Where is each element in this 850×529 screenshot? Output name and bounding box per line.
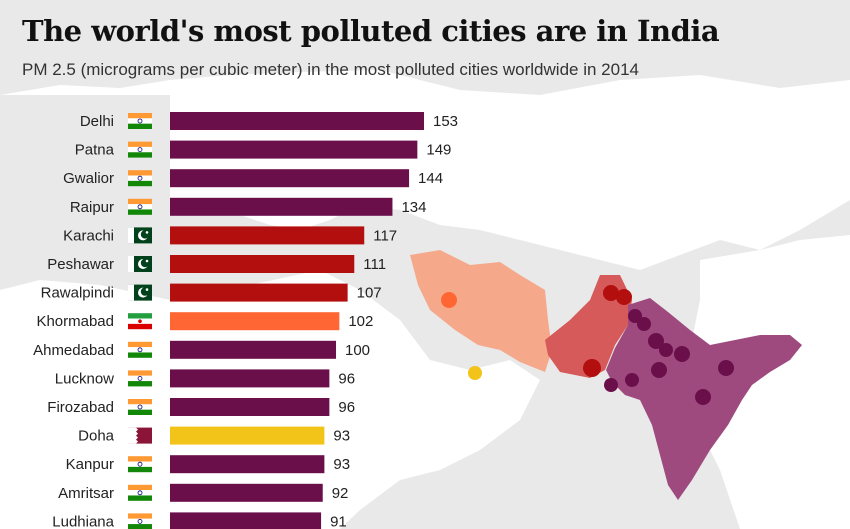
value-label-doha: 93 [333, 428, 350, 445]
category-label-ahmedabad: Ahmedabad [33, 342, 114, 359]
value-label-delhi: 153 [433, 113, 458, 130]
bar-delhi [170, 112, 424, 130]
bar-peshawar [170, 255, 355, 273]
pakistan-flag-icon [128, 284, 152, 301]
india-flag-icon [128, 513, 152, 529]
india-flag-icon [128, 198, 152, 215]
chart-subtitle: PM 2.5 (micrograms per cubic meter) in t… [22, 60, 639, 79]
india-flag-icon [128, 399, 152, 415]
iran-flag-icon [128, 313, 152, 330]
pakistan-flag-icon [128, 227, 152, 244]
pakistan-flag-icon [128, 256, 152, 272]
bar-karachi [170, 226, 365, 245]
map-dot-khormabad [441, 292, 457, 308]
category-label-raipur: Raipur [70, 199, 114, 216]
map-dot-amritsar [628, 309, 642, 323]
value-label-raipur: 134 [401, 199, 426, 216]
bar-patna [170, 140, 418, 159]
value-label-karachi: 117 [373, 227, 397, 244]
bar-rawalpindi [170, 283, 348, 302]
india-flag-icon [128, 141, 152, 158]
value-label-firozabad: 96 [338, 399, 355, 416]
value-label-peshawar: 111 [363, 256, 386, 273]
category-label-rawalpindi: Rawalpindi [41, 285, 114, 302]
value-label-lucknow: 96 [338, 370, 355, 387]
map-dot-karachi [583, 359, 601, 377]
map-dot-gwalior [625, 373, 639, 387]
map-dot-peshawar [603, 285, 619, 301]
bar-firozabad [170, 398, 330, 416]
map-city-dots [441, 285, 734, 405]
category-label-khormabad: Khormabad [36, 313, 114, 330]
value-label-ludhiana: 91 [330, 513, 347, 529]
category-label-gwalior: Gwalior [63, 170, 114, 187]
map-dot-ludhiana [637, 317, 651, 331]
map-dot-lucknow [674, 346, 690, 362]
bar-khormabad [170, 312, 340, 331]
chart-title: The world's most polluted cities are in … [22, 14, 720, 48]
bar-doha [170, 426, 325, 445]
map-dot-kanpur [651, 362, 667, 378]
category-label-ludhiana: Ludhiana [52, 513, 114, 529]
category-label-lucknow: Lucknow [55, 370, 114, 387]
category-label-firozabad: Firozabad [47, 399, 114, 416]
map-dot-doha [468, 366, 482, 380]
value-label-rawalpindi: 107 [357, 285, 382, 302]
india-flag-icon [128, 370, 152, 387]
value-label-ahmedabad: 100 [345, 342, 370, 359]
map-dot-raipur [695, 389, 711, 405]
map-dot-ahmedabad [604, 378, 618, 392]
bar-amritsar [170, 483, 323, 502]
land-asia-east [680, 235, 850, 529]
category-label-kanpur: Kanpur [66, 456, 114, 473]
bar-raipur [170, 197, 393, 216]
map-dot-delhi [648, 333, 664, 349]
value-label-gwalior: 144 [418, 170, 443, 187]
value-label-khormabad: 102 [348, 313, 373, 330]
category-label-amritsar: Amritsar [58, 485, 114, 502]
india-flag-icon [128, 484, 152, 501]
bar-ahmedabad [170, 340, 337, 359]
value-label-kanpur: 93 [333, 456, 350, 473]
bar-gwalior [170, 169, 410, 188]
category-label-karachi: Karachi [63, 227, 114, 244]
india-flag-icon [128, 113, 152, 129]
map-dot-patna [718, 360, 734, 376]
india-flag-icon [128, 456, 152, 473]
value-label-patna: 149 [426, 142, 451, 159]
bar-lucknow [170, 369, 330, 388]
india-flag-icon [128, 170, 152, 187]
bar-ludhiana [170, 512, 322, 529]
category-label-delhi: Delhi [80, 113, 114, 130]
qatar-flag-icon [128, 427, 152, 444]
map-iran [410, 250, 552, 372]
map-dot-rawalpindi [616, 289, 632, 305]
india-flag-icon [128, 341, 152, 358]
value-label-amritsar: 92 [332, 485, 349, 502]
map-dot-firozabad [659, 343, 673, 357]
bar-kanpur [170, 455, 325, 474]
category-label-peshawar: Peshawar [47, 256, 114, 273]
category-label-patna: Patna [75, 142, 115, 159]
category-label-doha: Doha [78, 428, 115, 445]
